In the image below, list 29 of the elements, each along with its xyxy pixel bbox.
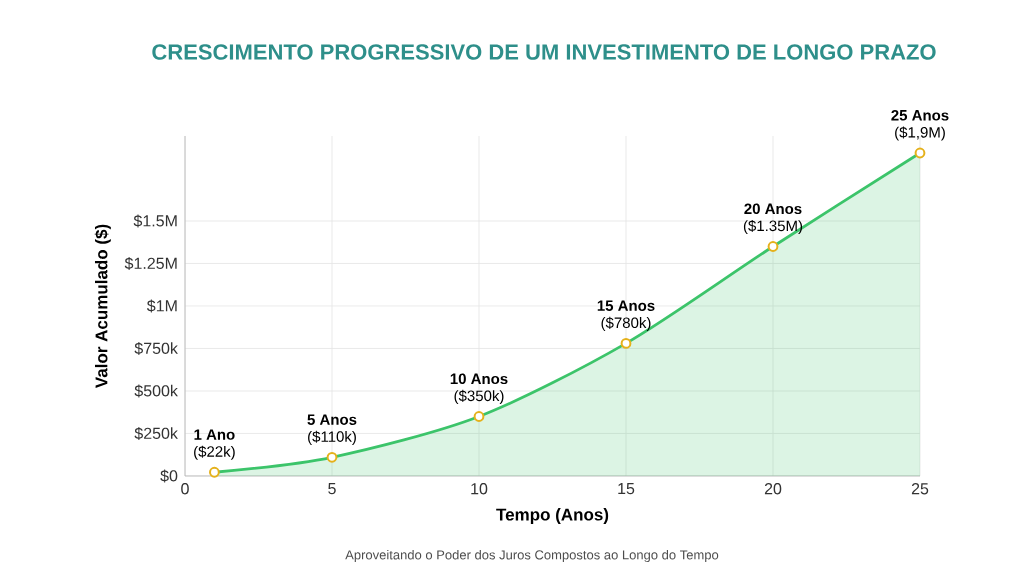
y-tick-label: $1M: [146, 299, 177, 313]
annotation: 15 Anos: [597, 300, 655, 311]
y-tick-label: $750k: [134, 342, 178, 355]
x-tick-label: 0: [181, 483, 189, 495]
annotation: 1 Ano: [194, 429, 235, 440]
data-label: ($1.35M): [743, 219, 803, 235]
data-label: ($350k): [454, 389, 504, 405]
annotation: 20 Anos: [744, 203, 802, 215]
x-axis-title: Tempo (Anos): [496, 508, 609, 524]
text: Aproveitando o Poder dos Juros Compostos ao Longo do Tempo: [345, 549, 719, 563]
x-tick-label: 5: [328, 483, 336, 495]
data-label: ($780k): [601, 316, 651, 331]
y-tick-label: $1.25M: [124, 257, 177, 270]
x-tick-label: 15: [618, 483, 635, 495]
y-tick-label: $1.5M: [133, 214, 177, 228]
x-tick-label: 20: [764, 483, 782, 495]
data-label: ($1,9M): [895, 126, 945, 141]
annotation: 10 Anos: [450, 373, 508, 385]
data-label: ($110k): [308, 430, 356, 445]
data-label: ($22k): [194, 445, 235, 460]
x-tick-label: 25: [911, 483, 929, 495]
y-axis-title: Valor Acumulado ($): [94, 224, 111, 389]
x-tick-label: 10: [471, 483, 488, 495]
annotation: 5 Anos: [307, 414, 357, 425]
y-tick-label: $250k: [134, 427, 178, 440]
annotation: 25 Anos: [891, 109, 949, 121]
y-tick-label: $0: [160, 469, 178, 483]
chart-title: CRESCIMENTO PROGRESSIVO DE UM INVESTIMENTO DE LONGO PRAZO: [152, 44, 936, 60]
y-tick-label: $500k: [134, 384, 178, 398]
